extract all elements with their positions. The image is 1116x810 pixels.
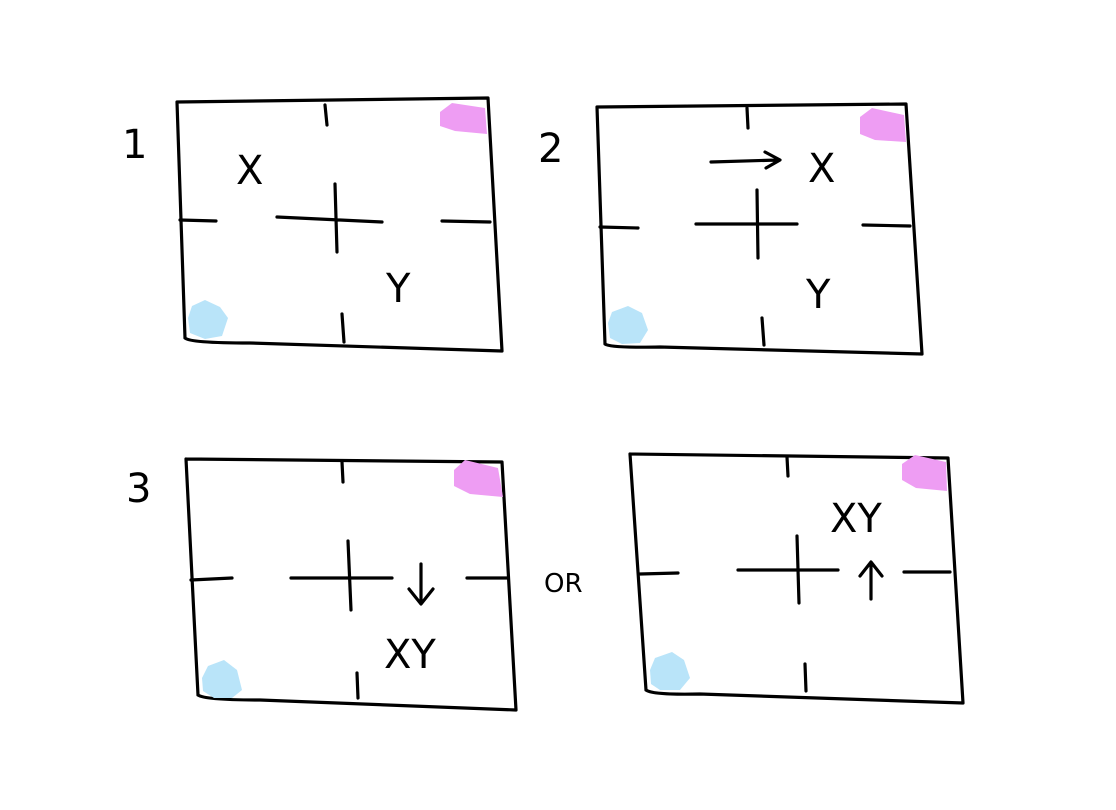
or-connector: OR: [544, 569, 583, 599]
pink-corner-marker: [860, 108, 906, 142]
blue-corner-marker: [188, 300, 228, 339]
panel-3-crosshair: [189, 460, 510, 700]
panel-1-frame: [175, 96, 504, 353]
blue-corner-marker: [650, 652, 690, 690]
label-y: Y: [385, 266, 411, 312]
panel-1: 1 X Y: [122, 96, 504, 353]
label-xy: XY: [384, 632, 436, 678]
panel-4-crosshair: [638, 455, 952, 693]
panel-2-crosshair: [598, 106, 912, 347]
label-x: X: [236, 148, 263, 194]
panel-4: XY: [628, 452, 965, 705]
pink-corner-marker: [440, 103, 487, 134]
label-y: Y: [805, 272, 831, 318]
down-arrow-icon: [407, 562, 435, 606]
blue-corner-marker: [608, 306, 648, 344]
label-xy: XY: [830, 496, 882, 542]
panel-3: 3 XY: [126, 457, 518, 712]
label-x: X: [808, 146, 835, 192]
panel-number-1: 1: [122, 122, 147, 168]
up-arrow-icon: [858, 560, 884, 601]
pink-corner-marker: [454, 460, 503, 497]
panel-1-crosshair: [178, 103, 492, 344]
right-arrow-icon: [709, 150, 782, 170]
panel-4-frame: [628, 452, 965, 705]
panel-number-2: 2: [538, 126, 563, 172]
panel-2-frame: [595, 102, 924, 356]
panel-3-frame: [184, 457, 518, 712]
blue-corner-marker: [202, 660, 242, 698]
pink-corner-marker: [902, 455, 947, 491]
panel-number-3: 3: [126, 466, 151, 512]
panel-2: 2 X Y: [538, 102, 924, 356]
